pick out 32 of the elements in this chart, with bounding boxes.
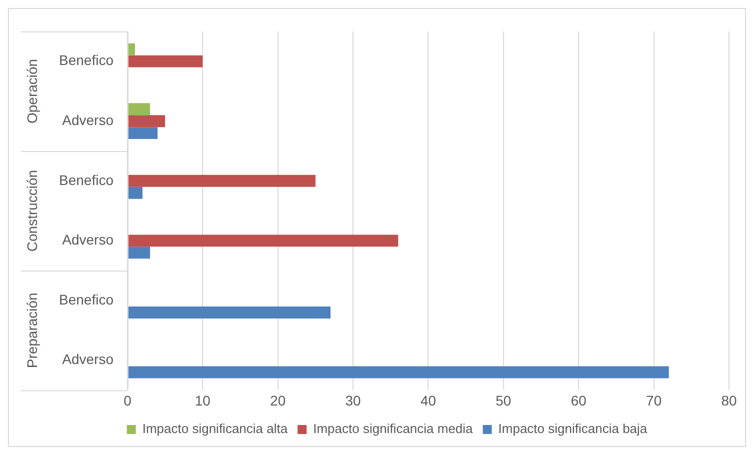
bar <box>128 43 135 56</box>
y-tick-label: Adverso <box>62 232 114 248</box>
y-tick-label: Adverso <box>62 112 114 128</box>
legend-label: Impacto significancia alta <box>142 421 288 436</box>
x-tick-label: 30 <box>345 392 362 408</box>
x-tick-label: 0 <box>124 392 132 408</box>
text: Operación <box>24 58 40 124</box>
bar <box>128 55 203 68</box>
bar <box>128 115 166 128</box>
y-tick-label: Benefico <box>59 291 114 308</box>
y-tick-label: Benefico <box>59 172 114 188</box>
x-tick-label: 10 <box>194 392 211 408</box>
bar <box>128 127 158 140</box>
bar <box>128 306 330 318</box>
x-tick-label: 70 <box>646 392 662 408</box>
text: Preparación <box>24 292 40 368</box>
y-tick-label: Benefico <box>59 52 114 68</box>
x-tick-label: 80 <box>721 392 737 408</box>
text: Construcción <box>24 170 40 252</box>
x-tick-label: 40 <box>420 392 436 408</box>
bar <box>128 174 316 187</box>
x-tick-label: 50 <box>496 392 512 408</box>
bar <box>128 186 143 199</box>
bar <box>128 246 150 259</box>
bar <box>128 366 669 378</box>
x-tick-label: 60 <box>570 392 587 408</box>
bar <box>128 103 150 116</box>
y-tick-label: Adverso <box>62 351 114 368</box>
bar <box>128 234 398 247</box>
x-tick-label: 20 <box>270 392 286 408</box>
legend-label: Impacto significancia media <box>313 421 474 436</box>
legend-label: Impacto significancia baja <box>498 421 648 436</box>
